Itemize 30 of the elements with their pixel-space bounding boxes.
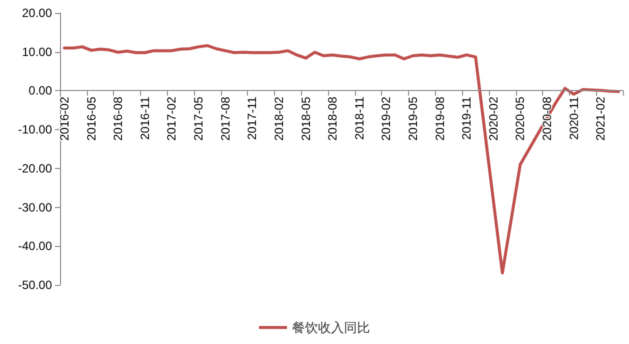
x-tick-label: 2020-08 [540,96,554,141]
y-tick-label: 10.00 [22,44,52,59]
x-tick-label: 2016-02 [57,96,72,141]
x-tick-label: 2017-11 [245,96,260,140]
y-tick-label: -50.00 [18,278,52,292]
x-tick-label: 2019-08 [432,96,447,141]
y-tick-label: -30.00 [18,200,52,214]
x-tick-label: 2018-11 [352,96,366,140]
x-tick-label: 2019-05 [406,96,420,141]
x-tick-label: 2017-05 [192,96,206,141]
x-tick-label: 2017-08 [218,96,232,141]
x-tick-label: 2018-05 [298,96,313,141]
x-tick-label: 2017-02 [164,96,179,141]
x-tick-label: 2020-02 [486,96,500,141]
y-tick-label: 20.00 [22,6,52,20]
x-tick-label: 2019-02 [379,96,394,141]
y-tick-label: 0.00 [28,84,52,98]
x-tick-label: 2016-08 [111,96,126,141]
x-tick-label: 2016-11 [138,96,152,140]
x-tick-label: 2019-11 [460,96,474,140]
y-tick-label: -20.00 [18,161,52,176]
legend-label: 餐饮收入同比 [292,320,370,335]
x-tick-label: 2016-05 [84,96,98,141]
x-tick-label: 2020-05 [513,96,528,141]
y-tick-label: -40.00 [18,239,52,254]
y-tick-label: -10.00 [18,122,52,137]
x-tick-label: 2021-02 [594,96,608,141]
x-tick-label: 2018-02 [272,96,286,141]
x-tick-label: 2018-08 [326,96,340,141]
x-tick-label: 2020-11 [566,96,581,140]
